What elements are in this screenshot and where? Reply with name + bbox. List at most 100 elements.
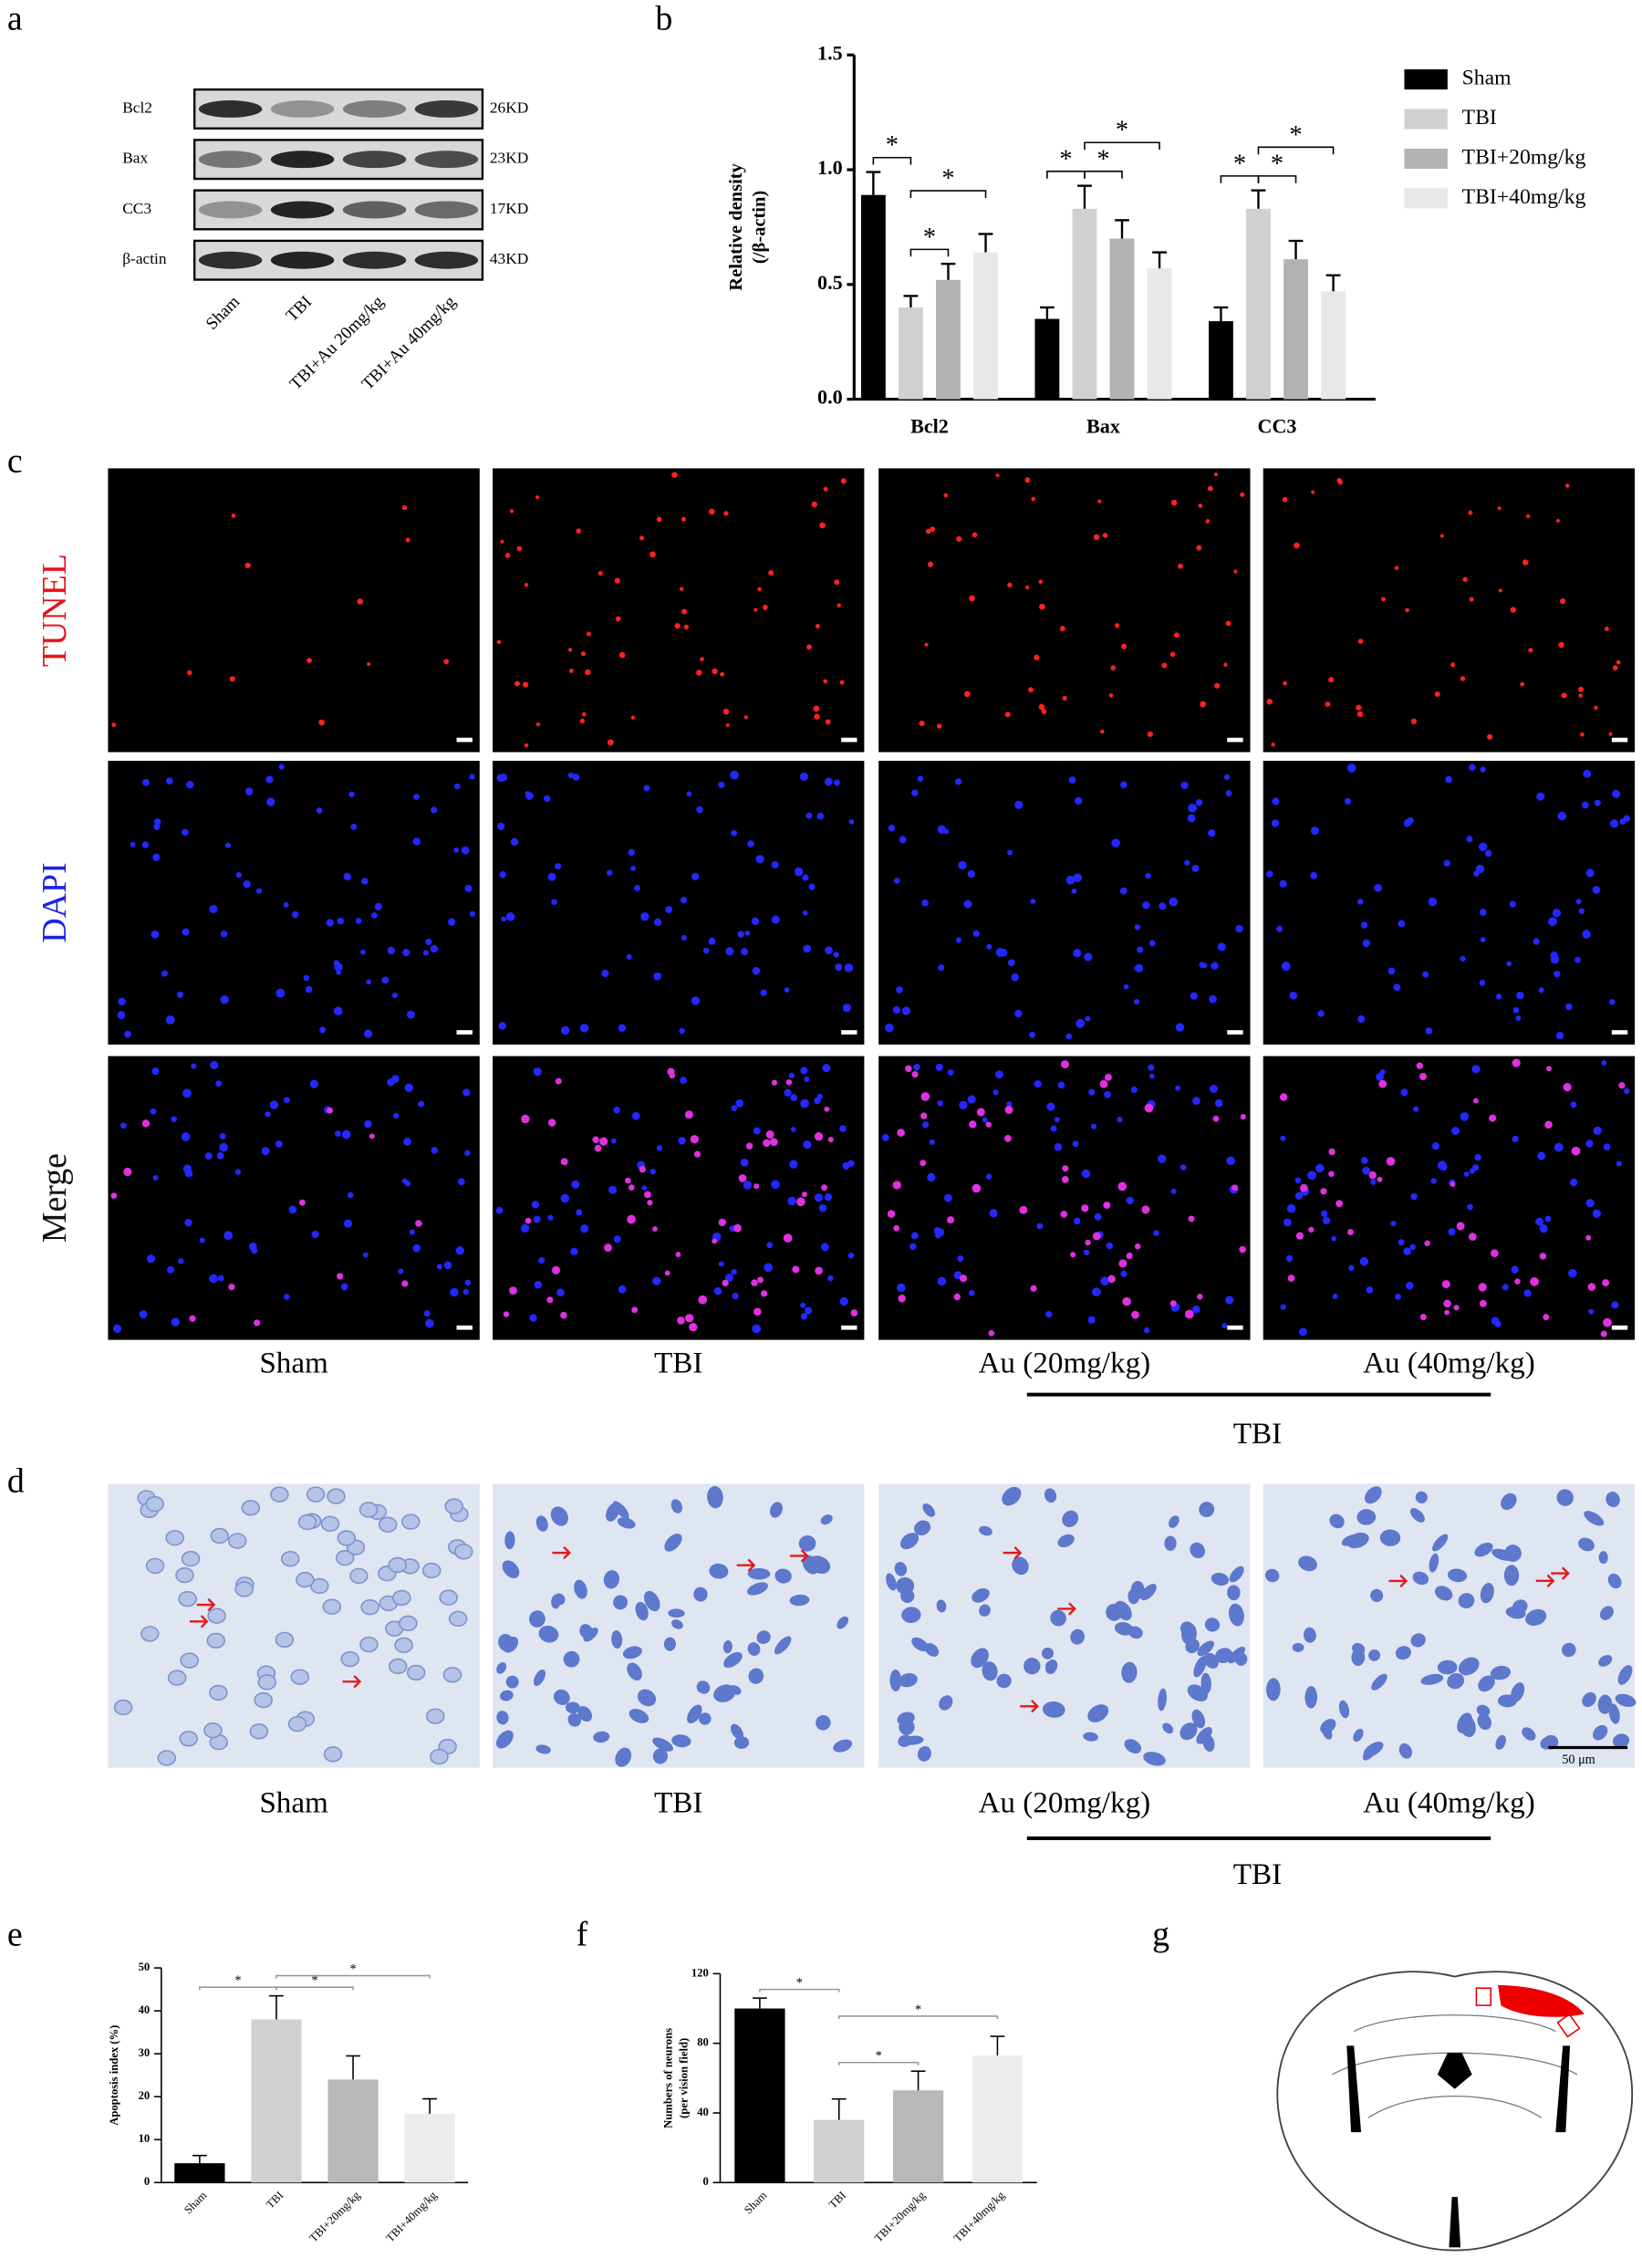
cell-dot [209, 904, 218, 914]
cell-dot [928, 561, 934, 567]
cell-dot [946, 1216, 955, 1224]
cell-dot [336, 969, 342, 975]
cell-dot [929, 1139, 935, 1145]
neuron [1215, 1648, 1233, 1664]
cell-dot [355, 918, 362, 924]
cell-dot [1616, 660, 1621, 665]
neuron [1599, 1606, 1614, 1620]
cell-dot [1034, 1079, 1042, 1088]
cell-dot [275, 988, 286, 998]
cell-dot [146, 1254, 155, 1264]
cell-dot [1190, 992, 1198, 1000]
neuron [388, 1556, 408, 1574]
cell-dot [1419, 1073, 1427, 1080]
cell-dot [1060, 1211, 1068, 1218]
neuron [747, 1642, 761, 1657]
cell-dot [731, 829, 738, 837]
cell-dot [1271, 742, 1275, 747]
neuron [1083, 1732, 1098, 1742]
neuron [1409, 1508, 1425, 1523]
cell-dot [640, 911, 650, 921]
nissl-bg [1263, 1483, 1636, 1768]
cell-dot [1117, 1116, 1123, 1123]
cell-dot [842, 1161, 850, 1170]
neuron [399, 1615, 418, 1632]
cell-dot [639, 536, 645, 541]
error-bar [866, 171, 881, 195]
neuron [439, 1589, 458, 1606]
cell-dot [234, 1169, 242, 1175]
cell-dot [570, 1247, 578, 1255]
cell-dot [1093, 534, 1100, 541]
micrograph-bg [108, 760, 480, 1045]
cell-dot [305, 985, 313, 994]
cell-dot [641, 1185, 648, 1191]
cell-dot [1100, 729, 1105, 734]
cell-dot [800, 1066, 808, 1075]
cell-dot [1570, 1101, 1577, 1108]
neuron [1041, 1647, 1055, 1659]
cell-dot [765, 1130, 774, 1139]
cell-dot [153, 818, 161, 826]
cell-dot [674, 622, 681, 629]
cell-dot [938, 964, 945, 972]
cell-dot [723, 511, 729, 516]
neuron [972, 1587, 990, 1603]
micrograph [108, 1056, 480, 1340]
cell-dot [753, 1183, 760, 1190]
cell-dot [1568, 1268, 1577, 1278]
neuron [1185, 1639, 1200, 1654]
neuron [1057, 1534, 1075, 1548]
neuron [611, 1630, 623, 1649]
cell-dot [1360, 921, 1368, 929]
cell-dot [1406, 1282, 1414, 1290]
neuron [1320, 1719, 1336, 1734]
cell-dot [398, 1268, 404, 1274]
cell-dot [1603, 1143, 1611, 1151]
cell-dot [1200, 701, 1207, 708]
neuron [652, 1737, 673, 1752]
cell-dot [504, 553, 511, 558]
cell-dot [334, 1130, 341, 1138]
neuron [498, 1634, 514, 1652]
cell-dot [1381, 597, 1386, 602]
cell-dot [925, 528, 931, 535]
cell-dot [652, 1226, 658, 1232]
cell-dot [1122, 1296, 1131, 1306]
column-label: Au (20mg/kg) [978, 1347, 1150, 1380]
cell-dot [422, 950, 430, 956]
cell-dot [1444, 1309, 1450, 1316]
cell-dot [1059, 626, 1065, 632]
cell-dot [743, 715, 748, 720]
neuron [1298, 1555, 1317, 1572]
cell-dot [327, 1107, 334, 1114]
cell-dot [283, 901, 289, 908]
cell-dot [1489, 1114, 1497, 1122]
cell-dot [1460, 676, 1466, 681]
neuron [500, 1690, 514, 1701]
cell-dot [152, 853, 161, 861]
cell-dot [1478, 1283, 1487, 1292]
y-axis-label: (per vision field) [678, 2038, 691, 2118]
cell-dot [1346, 764, 1356, 773]
cell-dot [337, 1273, 344, 1280]
cell-dot [1025, 585, 1030, 590]
neuron [769, 1502, 783, 1518]
cell-dot [447, 918, 456, 926]
cell-dot [724, 1273, 733, 1282]
cell-dot [1169, 651, 1176, 658]
neuron [1211, 1572, 1230, 1587]
cell-dot [1560, 598, 1566, 605]
blot-band [342, 201, 407, 219]
cell-dot [920, 1112, 928, 1119]
cell-dot [1054, 1117, 1060, 1123]
micrograph [493, 1056, 865, 1340]
cell-dot [381, 976, 390, 984]
cell-dot [535, 495, 540, 500]
cell-dot [544, 795, 551, 802]
cell-dot [1434, 691, 1440, 697]
cell-dot [1317, 1010, 1325, 1017]
cell-dot [1298, 1327, 1307, 1337]
neuron [340, 1650, 359, 1668]
cell-dot [1460, 1112, 1470, 1121]
